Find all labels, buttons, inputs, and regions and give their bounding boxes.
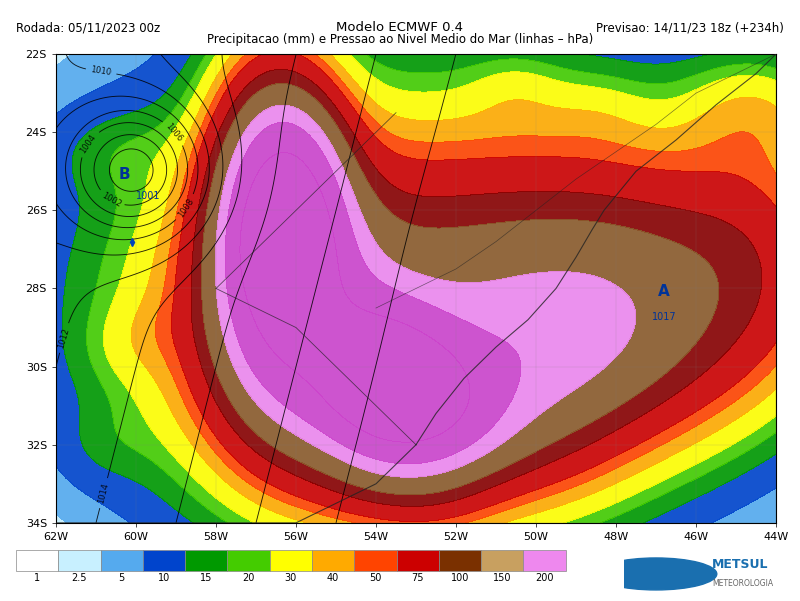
Bar xyxy=(523,550,566,571)
Text: 1017: 1017 xyxy=(652,312,676,322)
Bar xyxy=(58,550,101,571)
Bar xyxy=(397,550,439,571)
Text: 1006: 1006 xyxy=(164,121,184,144)
Text: 1012: 1012 xyxy=(57,326,71,349)
Text: Modelo ECMWF 0.4: Modelo ECMWF 0.4 xyxy=(337,21,463,34)
Text: METEOROLOGIA: METEOROLOGIA xyxy=(712,579,773,588)
Bar xyxy=(16,550,58,571)
Text: A: A xyxy=(658,284,670,299)
Text: 20: 20 xyxy=(242,573,254,583)
Text: 1002: 1002 xyxy=(101,191,123,209)
Text: B: B xyxy=(118,167,130,182)
Text: 1014: 1014 xyxy=(97,482,110,504)
Text: 1010: 1010 xyxy=(90,66,112,78)
Text: 15: 15 xyxy=(200,573,213,583)
Circle shape xyxy=(595,558,717,590)
Text: Rodada: 05/11/2023 00z: Rodada: 05/11/2023 00z xyxy=(16,21,160,34)
Text: 100: 100 xyxy=(451,573,469,583)
Text: 5: 5 xyxy=(118,573,125,583)
Text: Previsao: 14/11/23 18z (+234h): Previsao: 14/11/23 18z (+234h) xyxy=(596,21,784,34)
Text: 50: 50 xyxy=(370,573,382,583)
Text: Precipitacao (mm) e Pressao ao Nivel Medio do Mar (linhas – hPa): Precipitacao (mm) e Pressao ao Nivel Med… xyxy=(207,33,593,46)
Text: 2.5: 2.5 xyxy=(72,573,87,583)
Bar xyxy=(312,550,354,571)
Text: METSUL: METSUL xyxy=(712,558,769,571)
Bar xyxy=(270,550,312,571)
Text: 1004: 1004 xyxy=(79,132,98,154)
Bar xyxy=(439,550,481,571)
Text: 10: 10 xyxy=(158,573,170,583)
Text: 200: 200 xyxy=(535,573,554,583)
Text: 40: 40 xyxy=(327,573,339,583)
Text: 75: 75 xyxy=(411,573,424,583)
Text: 150: 150 xyxy=(493,573,511,583)
Text: 1001: 1001 xyxy=(136,191,160,201)
Bar xyxy=(227,550,270,571)
Bar xyxy=(143,550,185,571)
Text: 1008: 1008 xyxy=(176,197,195,219)
Bar xyxy=(185,550,227,571)
Bar xyxy=(354,550,397,571)
Text: 1: 1 xyxy=(34,573,40,583)
Bar xyxy=(101,550,143,571)
Text: 30: 30 xyxy=(285,573,297,583)
Bar xyxy=(481,550,523,571)
